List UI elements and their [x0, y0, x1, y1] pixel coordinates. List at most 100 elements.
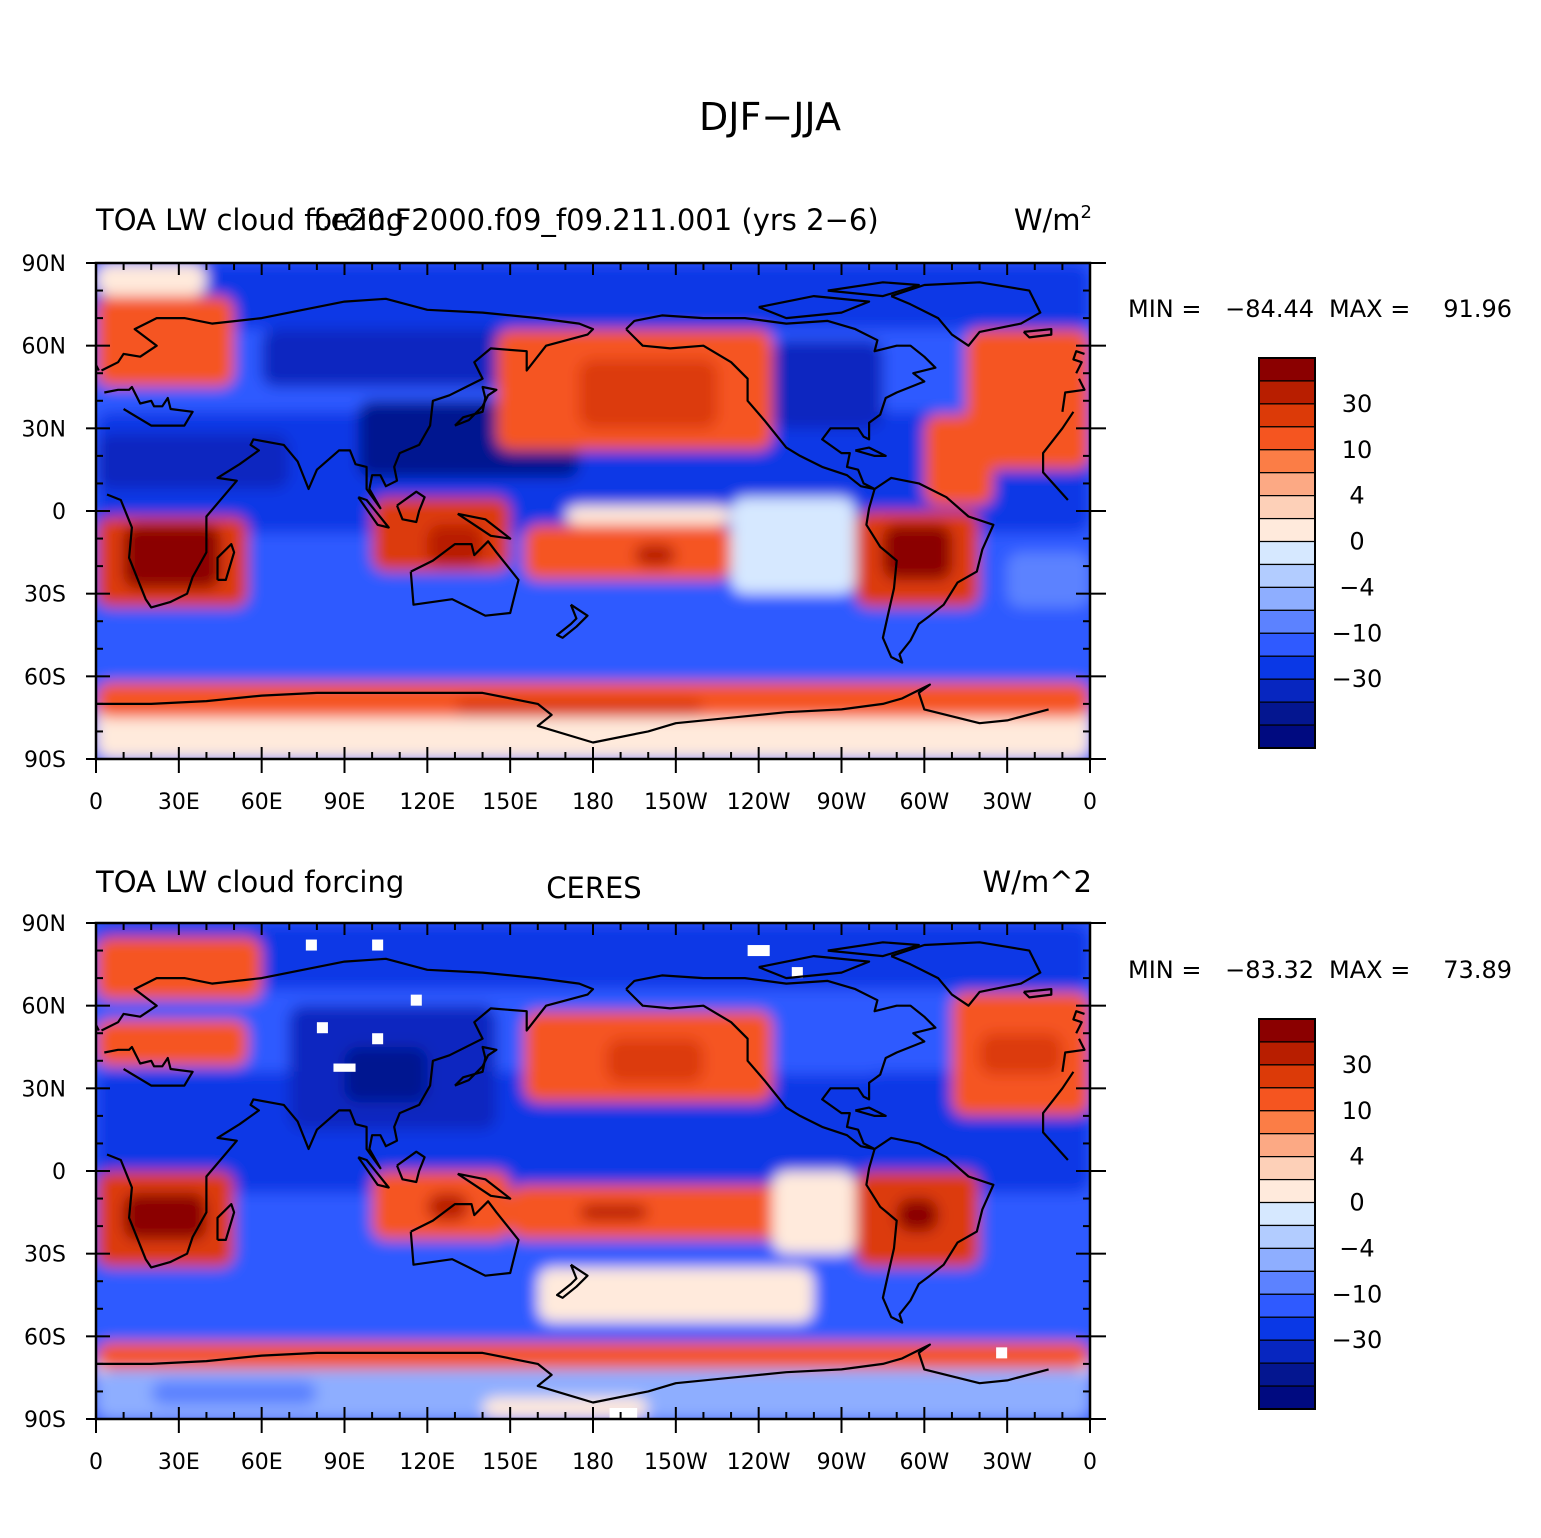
panel-units: W/m2 [1014, 202, 1092, 237]
panel-left-title: TOA LW cloud forcing [95, 203, 404, 237]
missing-cell [333, 1063, 356, 1072]
colorbar-swatch [1258, 495, 1316, 520]
field-patch [979, 1033, 1063, 1075]
lat-tick-label: 90S [24, 748, 66, 773]
colorbar-label: 4 [1349, 482, 1364, 510]
coastlines [96, 941, 1086, 1404]
field-patch [537, 1267, 814, 1323]
coastline [555, 603, 589, 639]
colorbar-label: −10 [1332, 1280, 1383, 1308]
map-axes: 0 30E 60E 90E 120E 150E 180 150W 120W 90W 60W 30W 09… [22, 252, 1106, 815]
colorbar-frame [1258, 1018, 1316, 1410]
coastline [409, 1200, 520, 1277]
field-patch [523, 524, 732, 580]
colorbar-label: −4 [1339, 1234, 1374, 1262]
colorbar-swatch [1258, 563, 1316, 589]
coastline [454, 1045, 498, 1087]
lon-tick-label: 60E [241, 790, 283, 815]
lon-tick-label: 150E [482, 1450, 538, 1475]
lon-tick-label: 30E [158, 790, 200, 815]
coastline [827, 281, 920, 298]
colorbar-swatch [1258, 357, 1316, 382]
lon-tick-label: 60W [899, 1450, 949, 1475]
colorbar-swatch [1258, 517, 1316, 543]
field-patch [565, 505, 732, 525]
colorbar-swatch [1258, 1156, 1316, 1181]
units-label: W/m [1014, 203, 1081, 237]
lon-tick-label: 150W [644, 1450, 708, 1475]
panel-center-title: CERES [546, 871, 641, 905]
colorbar-label: −30 [1332, 665, 1383, 693]
colorbar-label: 10 [1342, 1097, 1373, 1125]
missing-cell [609, 1407, 638, 1419]
coastline [104, 385, 194, 427]
lat-tick-label: 60S [24, 1325, 66, 1350]
lat-tick-label: 0 [52, 1160, 66, 1185]
colorbar-swatch [1258, 701, 1316, 726]
map-axes: 0 30E 60E 90E 120E 150E 180 150W 120W 90W 60W 30W 09… [22, 912, 1106, 1475]
colorbar-swatch [1258, 632, 1316, 657]
lon-tick-label: 60E [241, 1450, 283, 1475]
lon-tick-label: 0 [1083, 1450, 1097, 1475]
field-patch [482, 1396, 649, 1419]
coastline [101, 297, 595, 609]
max-label: MAX = [1329, 295, 1410, 323]
colorbar-label: 0 [1349, 528, 1364, 556]
max-value: 73.89 [1443, 956, 1512, 984]
colorbar-label: 30 [1342, 390, 1373, 418]
coastline [216, 542, 236, 582]
field-patch [924, 414, 994, 506]
lat-tick-label: 90S [24, 1408, 66, 1433]
coastline [1041, 1071, 1075, 1161]
colorbar-swatch [1258, 1247, 1316, 1272]
lon-tick-label: 120W [727, 790, 791, 815]
missing-cell [996, 1347, 1008, 1359]
missing-cell [316, 1022, 328, 1034]
lon-tick-label: 90E [324, 790, 366, 815]
field-patch [772, 991, 883, 1075]
panel-case-title: f.e20.F2000.f09_f09.211.001 (yrs 2−6) [313, 203, 878, 237]
colorbar-frame [1258, 357, 1316, 749]
coastline [101, 957, 595, 1269]
colorbar-swatch [1258, 1385, 1316, 1410]
coastline [395, 490, 426, 524]
field-patch [96, 1369, 1090, 1419]
coastline [104, 1045, 194, 1087]
coastline [865, 1136, 995, 1324]
max-value: 91.96 [1443, 295, 1512, 323]
lon-tick-label: 90W [817, 790, 867, 815]
lon-tick-label: 90W [817, 1450, 867, 1475]
lat-tick-label: 30N [22, 1077, 66, 1102]
figure-title: DJF−JJA [699, 95, 841, 139]
coastline [854, 1106, 887, 1118]
field-patch [731, 497, 856, 594]
field-patch [454, 698, 704, 718]
coastline [1072, 1010, 1085, 1034]
missing-data [305, 939, 1008, 1419]
coastline [96, 683, 1049, 744]
lon-tick-label: 150W [644, 790, 708, 815]
field-patch [896, 1198, 939, 1232]
map-field [96, 923, 1090, 1419]
lon-tick-label: 60W [899, 790, 949, 815]
colorbar-swatch [1258, 1133, 1316, 1158]
field-patch [123, 1193, 207, 1240]
lon-tick-label: 120W [727, 1450, 791, 1475]
coastline [890, 941, 1042, 1007]
coastline [216, 1202, 236, 1242]
colorbar-swatch [1258, 655, 1316, 680]
coastline [890, 281, 1042, 347]
field-patch [882, 524, 952, 580]
coastline [1061, 378, 1086, 412]
coastline [1022, 328, 1053, 339]
field-patch [344, 1047, 428, 1103]
colorbar-label: 10 [1342, 436, 1373, 464]
field-patch [634, 544, 676, 567]
coastline [625, 974, 937, 1151]
colorbar-label: 0 [1349, 1189, 1364, 1217]
colorbar-swatch [1258, 1293, 1316, 1318]
colorbar-label: −10 [1332, 619, 1383, 647]
lat-tick-label: 30N [22, 417, 66, 442]
lon-tick-label: 120E [399, 790, 455, 815]
